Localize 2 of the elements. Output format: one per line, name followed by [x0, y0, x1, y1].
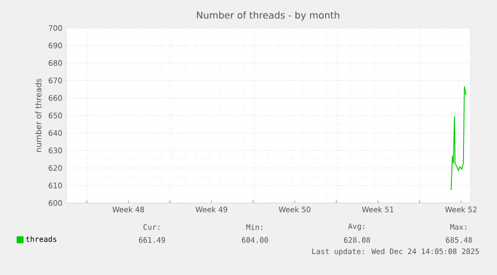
chart-title: Number of threads - by month — [196, 11, 340, 20]
line-series — [450, 86, 466, 190]
